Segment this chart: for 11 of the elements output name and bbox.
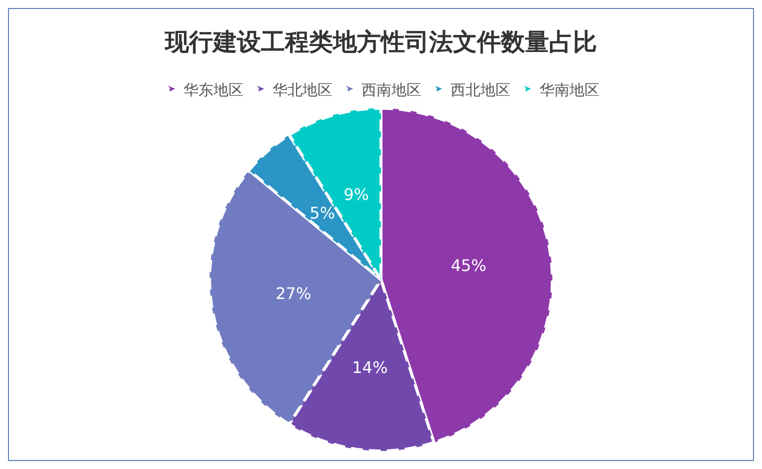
- data-label: 45%: [450, 256, 486, 276]
- legend-label: 华南地区: [540, 81, 600, 99]
- data-label: 9%: [344, 184, 369, 204]
- legend-label: 西北地区: [450, 81, 510, 99]
- data-label: 5%: [310, 204, 336, 223]
- legend-label: 华北地区: [272, 81, 332, 99]
- data-label: 14%: [352, 358, 388, 378]
- chart-title: 现行建设工程类地方性司法文件数量占比: [164, 28, 597, 56]
- data-label: 27%: [276, 284, 312, 303]
- legend-label: 西南地区: [362, 81, 422, 99]
- legend-label: 华东地区: [184, 81, 244, 99]
